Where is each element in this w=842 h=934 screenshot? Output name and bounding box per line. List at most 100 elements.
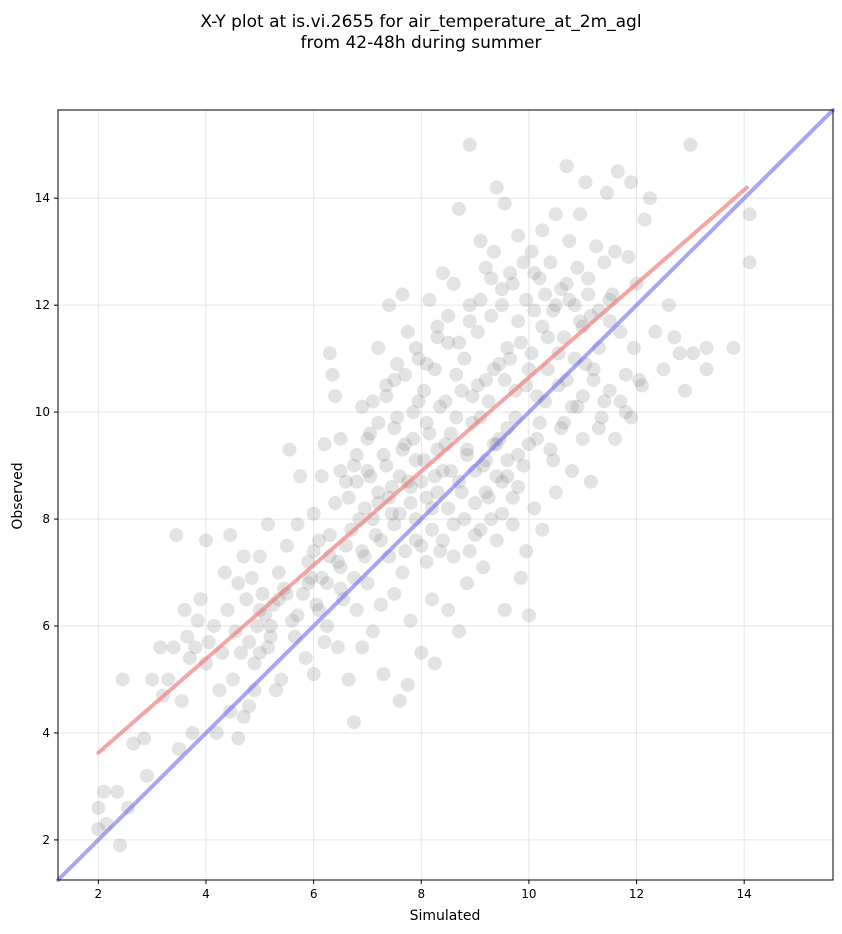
scatter-point	[317, 437, 332, 452]
scatter-point	[581, 271, 596, 286]
scatter-point	[465, 389, 480, 404]
scatter-point	[454, 485, 469, 500]
scatter-point	[476, 560, 491, 575]
scatter-point	[460, 576, 475, 591]
scatter-point	[247, 656, 262, 671]
scatter-point	[209, 725, 224, 740]
scatter-point	[567, 298, 582, 313]
scatter-point	[586, 362, 601, 377]
scatter-point	[212, 683, 227, 698]
y-tick-label: 12	[35, 298, 50, 312]
scatter-point	[513, 570, 528, 585]
scatter-point	[548, 485, 563, 500]
y-tick-label: 2	[42, 833, 50, 847]
identity-line	[56, 108, 835, 882]
scatter-point	[169, 528, 184, 543]
scatter-point	[285, 613, 300, 628]
scatter-point	[516, 255, 531, 270]
scatter-point	[301, 576, 316, 591]
scatter-point	[637, 212, 652, 227]
scatter-point	[333, 431, 348, 446]
scatter-point	[115, 672, 130, 687]
scatter-point	[610, 164, 625, 179]
scatter-point	[481, 394, 496, 409]
scatter-point	[290, 608, 305, 623]
scatter-point	[672, 346, 687, 361]
scatter-point	[398, 437, 413, 452]
scatter-point	[220, 602, 235, 617]
scatter-point	[564, 399, 579, 414]
scatter-point	[462, 137, 477, 152]
scatter-point	[505, 517, 520, 532]
scatter-point	[236, 709, 251, 724]
scatter-point	[400, 324, 415, 339]
scatter-point	[575, 431, 590, 446]
scatter-point	[513, 335, 528, 350]
scatter-point	[486, 362, 501, 377]
scatter-point	[500, 453, 515, 468]
scatter-point	[411, 351, 426, 366]
scatter-point	[546, 453, 561, 468]
scatter-point	[548, 298, 563, 313]
scatter-point	[468, 496, 483, 511]
scatter-point	[497, 602, 512, 617]
x-tick-label: 10	[521, 887, 536, 901]
scatter-point	[112, 838, 127, 853]
scatter-point	[446, 276, 461, 291]
scatter-point	[667, 330, 682, 345]
scatter-point	[433, 544, 448, 559]
scatter-point	[435, 533, 450, 548]
scatter-point	[462, 314, 477, 329]
scatter-point	[384, 479, 399, 494]
scatter-point	[500, 340, 515, 355]
scatter-point	[373, 533, 388, 548]
scatter-point	[398, 544, 413, 559]
scatter-point	[441, 501, 456, 516]
scatter-point	[166, 640, 181, 655]
scatter-point	[403, 613, 418, 628]
scatter-point	[236, 549, 251, 564]
scatter-point	[233, 645, 248, 660]
scatter-point	[260, 517, 275, 532]
scatter-point	[478, 373, 493, 388]
scatter-point	[427, 469, 442, 484]
scatter-point	[357, 549, 372, 564]
scatter-point	[414, 538, 429, 553]
scatter-point	[110, 784, 125, 799]
scatter-point	[293, 469, 308, 484]
scatter-point	[478, 485, 493, 500]
scatter-point	[497, 373, 512, 388]
scatter-point	[333, 581, 348, 596]
scatter-point	[608, 244, 623, 259]
scatter-point	[371, 415, 386, 430]
scatter-point	[355, 544, 370, 559]
scatter-point	[403, 496, 418, 511]
scatter-point	[529, 431, 544, 446]
scatter-point	[594, 410, 609, 425]
scatter-point	[497, 196, 512, 211]
scatter-point	[451, 624, 466, 639]
scatter-point	[462, 544, 477, 559]
scatter-point	[96, 784, 111, 799]
scatter-point	[430, 319, 445, 334]
scatter-point	[742, 255, 757, 270]
scatter-point	[363, 469, 378, 484]
scatter-point	[139, 768, 154, 783]
scatter-point	[425, 522, 440, 537]
scatter-point	[322, 346, 337, 361]
scatter-point	[365, 394, 380, 409]
scatter-point	[355, 399, 370, 414]
scatter-point	[435, 266, 450, 281]
scatter-point	[519, 292, 534, 307]
scatter-point	[419, 415, 434, 430]
scatter-point	[540, 330, 555, 345]
scatter-point	[419, 356, 434, 371]
scatter-point	[271, 592, 286, 607]
scatter-point	[137, 731, 152, 746]
scatter-point	[333, 463, 348, 478]
scatter-point	[330, 640, 345, 655]
scatter-point	[309, 597, 324, 612]
scatter-point	[314, 570, 329, 585]
scatter-point	[661, 298, 676, 313]
